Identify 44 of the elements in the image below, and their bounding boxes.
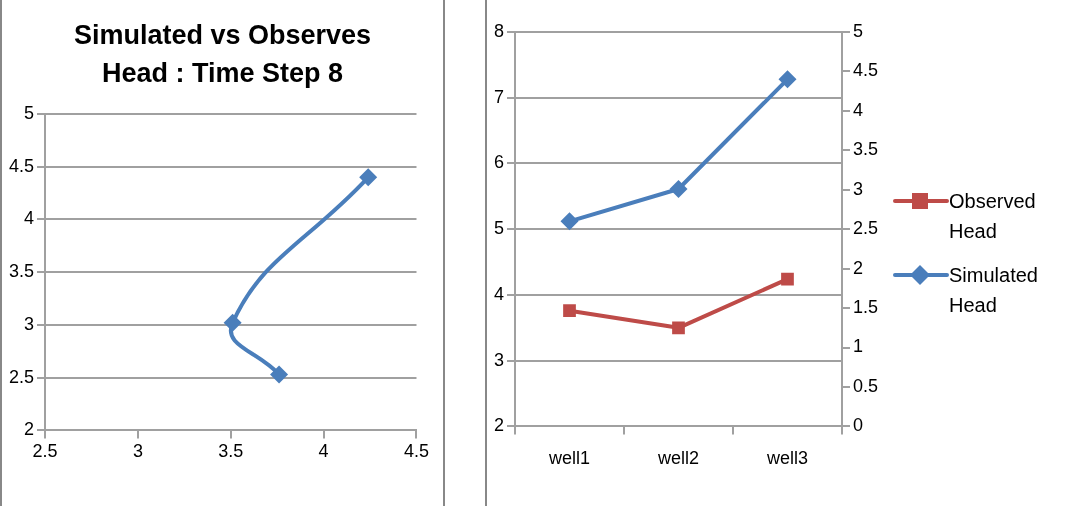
y2-tick-label: 1.5 xyxy=(852,297,879,318)
x-tick-label: 4 xyxy=(318,441,329,462)
y-tick-label: 3 xyxy=(24,313,35,334)
y2-tick-label: 0 xyxy=(852,415,863,436)
y-tick-label: 4 xyxy=(24,208,35,229)
y2-tick-label: 3.5 xyxy=(852,139,879,160)
y-tick-label: 6 xyxy=(494,152,505,173)
point xyxy=(223,313,242,332)
point xyxy=(669,179,688,198)
y2-tick-label: 4 xyxy=(852,99,863,120)
y2-tick-label: 3 xyxy=(852,178,863,199)
point xyxy=(778,70,797,89)
legend-label: Observed Head xyxy=(949,189,1037,244)
legend-label: Simulated Head xyxy=(949,263,1039,318)
chart-title: Simulated vs Observes Head : Time Step 8 xyxy=(72,19,373,90)
y-tick-label: 8 xyxy=(494,20,505,41)
y-tick-label: 2.5 xyxy=(8,366,35,387)
point xyxy=(359,168,378,187)
y2-tick-label: 1 xyxy=(852,336,863,357)
y-tick-label: 5 xyxy=(494,218,505,239)
x-tick-label: well3 xyxy=(765,448,808,469)
y-tick-label: 4.5 xyxy=(8,155,35,176)
point xyxy=(781,272,794,286)
point xyxy=(560,212,579,231)
x-tick-label: well2 xyxy=(656,448,700,469)
point xyxy=(672,321,685,335)
y-tick-label: 5 xyxy=(24,102,35,123)
y2-tick-label: 4.5 xyxy=(852,60,879,81)
y-tick-label: 3.5 xyxy=(8,261,35,282)
x-tick-label: 4.5 xyxy=(403,441,429,462)
y-tick-label: 2 xyxy=(24,419,35,440)
x-tick-label: 3.5 xyxy=(218,441,244,462)
point xyxy=(563,304,576,318)
y2-tick-label: 0.5 xyxy=(852,375,879,396)
y-tick-label: 4 xyxy=(494,283,505,304)
y-tick-label: 2 xyxy=(494,415,505,436)
y-tick-label: 7 xyxy=(494,86,505,107)
point xyxy=(270,365,289,384)
y2-tick-label: 2.5 xyxy=(852,218,879,239)
y2-tick-label: 2 xyxy=(852,257,863,278)
y2-tick-label: 5 xyxy=(852,20,863,41)
x-tick-label: 3 xyxy=(132,441,143,462)
x-tick-label: well1 xyxy=(547,448,591,469)
y-tick-label: 3 xyxy=(494,349,505,370)
